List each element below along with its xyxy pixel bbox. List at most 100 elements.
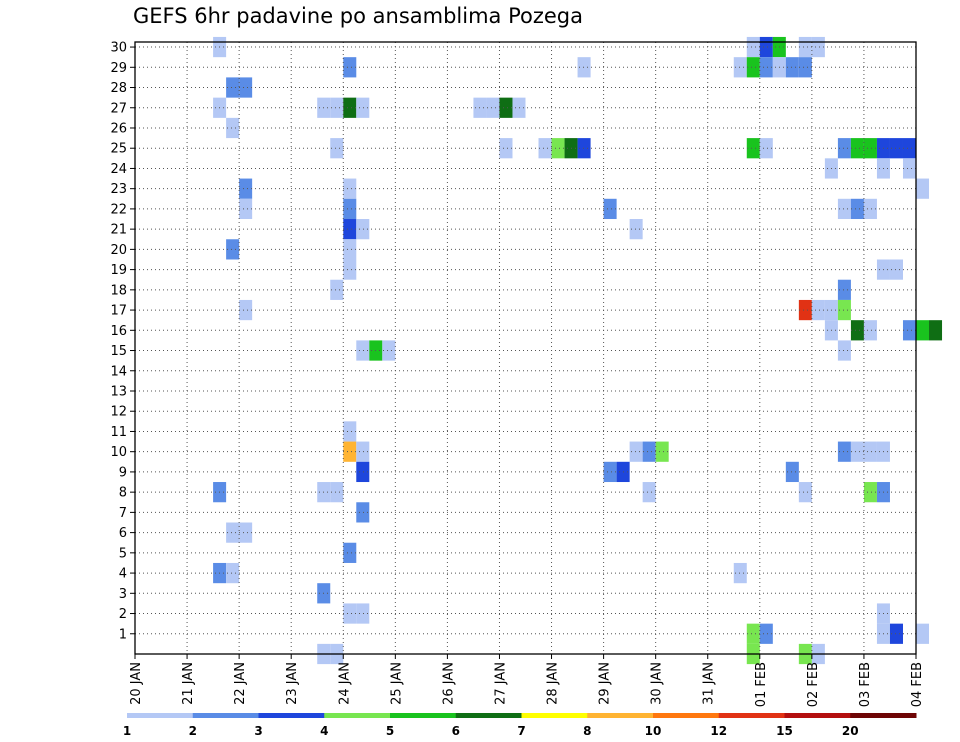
heatmap-cell xyxy=(486,97,500,118)
x-tick-label: 25 JAN xyxy=(389,662,404,705)
y-tick-label: 29 xyxy=(110,61,127,76)
y-tick-label: 17 xyxy=(110,304,127,319)
x-tick-label: 30 JAN xyxy=(650,662,665,705)
heatmap-cell xyxy=(343,219,357,240)
y-tick-label: 3 xyxy=(119,587,127,602)
heatmap-cell xyxy=(902,158,916,179)
heatmap-cell xyxy=(863,441,877,462)
heatmap-cell xyxy=(850,320,864,341)
x-tick-label: 20 JAN xyxy=(129,662,144,705)
heatmap-cell xyxy=(538,138,552,159)
legend-swatch xyxy=(127,713,194,718)
legend-label: 15 xyxy=(776,724,793,738)
heatmap-cell xyxy=(577,57,591,78)
heatmap-cell xyxy=(733,57,747,78)
heatmap-cell xyxy=(603,198,617,220)
y-tick-label: 15 xyxy=(110,344,127,359)
legend-swatch xyxy=(192,713,259,718)
heatmap-cell xyxy=(863,138,877,159)
heatmap-cell xyxy=(382,340,396,361)
heatmap-cell xyxy=(850,138,864,159)
heatmap-cell xyxy=(512,97,526,118)
heatmap-cell xyxy=(916,623,930,644)
heatmap-cell xyxy=(733,562,747,584)
legend-swatch xyxy=(390,713,457,718)
heatmap-cell xyxy=(746,36,760,58)
y-tick-label: 8 xyxy=(119,486,127,501)
legend-label: 3 xyxy=(254,724,262,738)
heatmap-cell xyxy=(811,299,825,321)
y-tick-label: 30 xyxy=(110,41,127,56)
heatmap-cell xyxy=(837,299,851,321)
heatmap-cell xyxy=(239,178,253,199)
y-tick-label: 23 xyxy=(110,182,127,197)
y-tick-label: 18 xyxy=(110,283,127,298)
heatmap-cell xyxy=(330,138,344,159)
heatmap-cell xyxy=(356,340,370,361)
heatmap-cell xyxy=(603,461,617,483)
y-tick-label: 26 xyxy=(110,121,127,136)
heatmap-cell xyxy=(798,482,812,503)
x-tick-label: 24 JAN xyxy=(337,662,352,705)
y-tick-label: 13 xyxy=(110,384,127,399)
x-tick-label: 04 FEB xyxy=(910,662,925,707)
heatmap-cell xyxy=(499,138,513,159)
heatmap-cell xyxy=(343,57,357,78)
heatmap-cell xyxy=(343,421,357,442)
y-tick-label: 22 xyxy=(110,202,127,217)
legend-label: 5 xyxy=(386,724,394,738)
x-tick-label: 26 JAN xyxy=(441,662,456,705)
heatmap-cell xyxy=(343,441,357,462)
legend-label: 20 xyxy=(842,724,859,738)
x-tick-label: 23 JAN xyxy=(285,662,300,705)
legend-label: 8 xyxy=(583,724,591,738)
heatmap-cell xyxy=(239,77,253,98)
heatmap-cell xyxy=(837,138,851,159)
heatmap-cell xyxy=(863,198,877,220)
heatmap-cell xyxy=(330,279,344,300)
heatmap-cell xyxy=(356,603,370,624)
heatmap-cell xyxy=(226,117,240,139)
heatmap-cell xyxy=(785,57,799,78)
y-tick-label: 20 xyxy=(110,243,127,258)
heatmap-cell xyxy=(343,542,357,563)
heatmap-cell xyxy=(226,239,240,260)
y-tick-label: 9 xyxy=(119,465,127,480)
heatmap-cell xyxy=(759,57,773,78)
x-tick-label: 28 JAN xyxy=(546,662,561,705)
y-tick-label: 1 xyxy=(119,627,127,642)
y-tick-label: 28 xyxy=(110,81,127,96)
heatmap-cell xyxy=(356,502,370,523)
legend-swatch xyxy=(718,713,785,718)
heatmap-cell xyxy=(902,320,916,341)
heatmap-cell xyxy=(916,178,930,199)
legend-swatch xyxy=(653,713,720,718)
heatmap-cell xyxy=(330,482,344,503)
x-tick-label: 27 JAN xyxy=(493,662,508,705)
heatmap-cell xyxy=(929,320,943,341)
heatmap-cell xyxy=(746,623,760,644)
plot-frame xyxy=(134,41,917,655)
heatmap-cell xyxy=(356,461,370,483)
heatmap-cell xyxy=(629,219,643,240)
heatmap-cell xyxy=(343,259,357,280)
heatmap-cell xyxy=(746,138,760,159)
y-tick-label: 24 xyxy=(110,162,127,177)
legend-label: 12 xyxy=(710,724,727,738)
heatmap-cell xyxy=(902,138,916,159)
y-tick-label: 11 xyxy=(110,425,127,440)
heatmap-cell xyxy=(785,461,799,483)
heatmap-cell xyxy=(863,320,877,341)
legend-swatch xyxy=(587,713,654,718)
heatmap-cell xyxy=(356,97,370,118)
legend-swatch xyxy=(521,713,588,718)
legend-label: 2 xyxy=(189,724,197,738)
heatmap-cell xyxy=(889,138,903,159)
x-tick-label: 03 FEB xyxy=(858,662,873,707)
heatmap-cell xyxy=(837,198,851,220)
heatmap-cell xyxy=(226,522,240,543)
heatmap-cell xyxy=(759,138,773,159)
heatmap-cell xyxy=(642,441,656,462)
y-tick-label: 25 xyxy=(110,142,127,157)
